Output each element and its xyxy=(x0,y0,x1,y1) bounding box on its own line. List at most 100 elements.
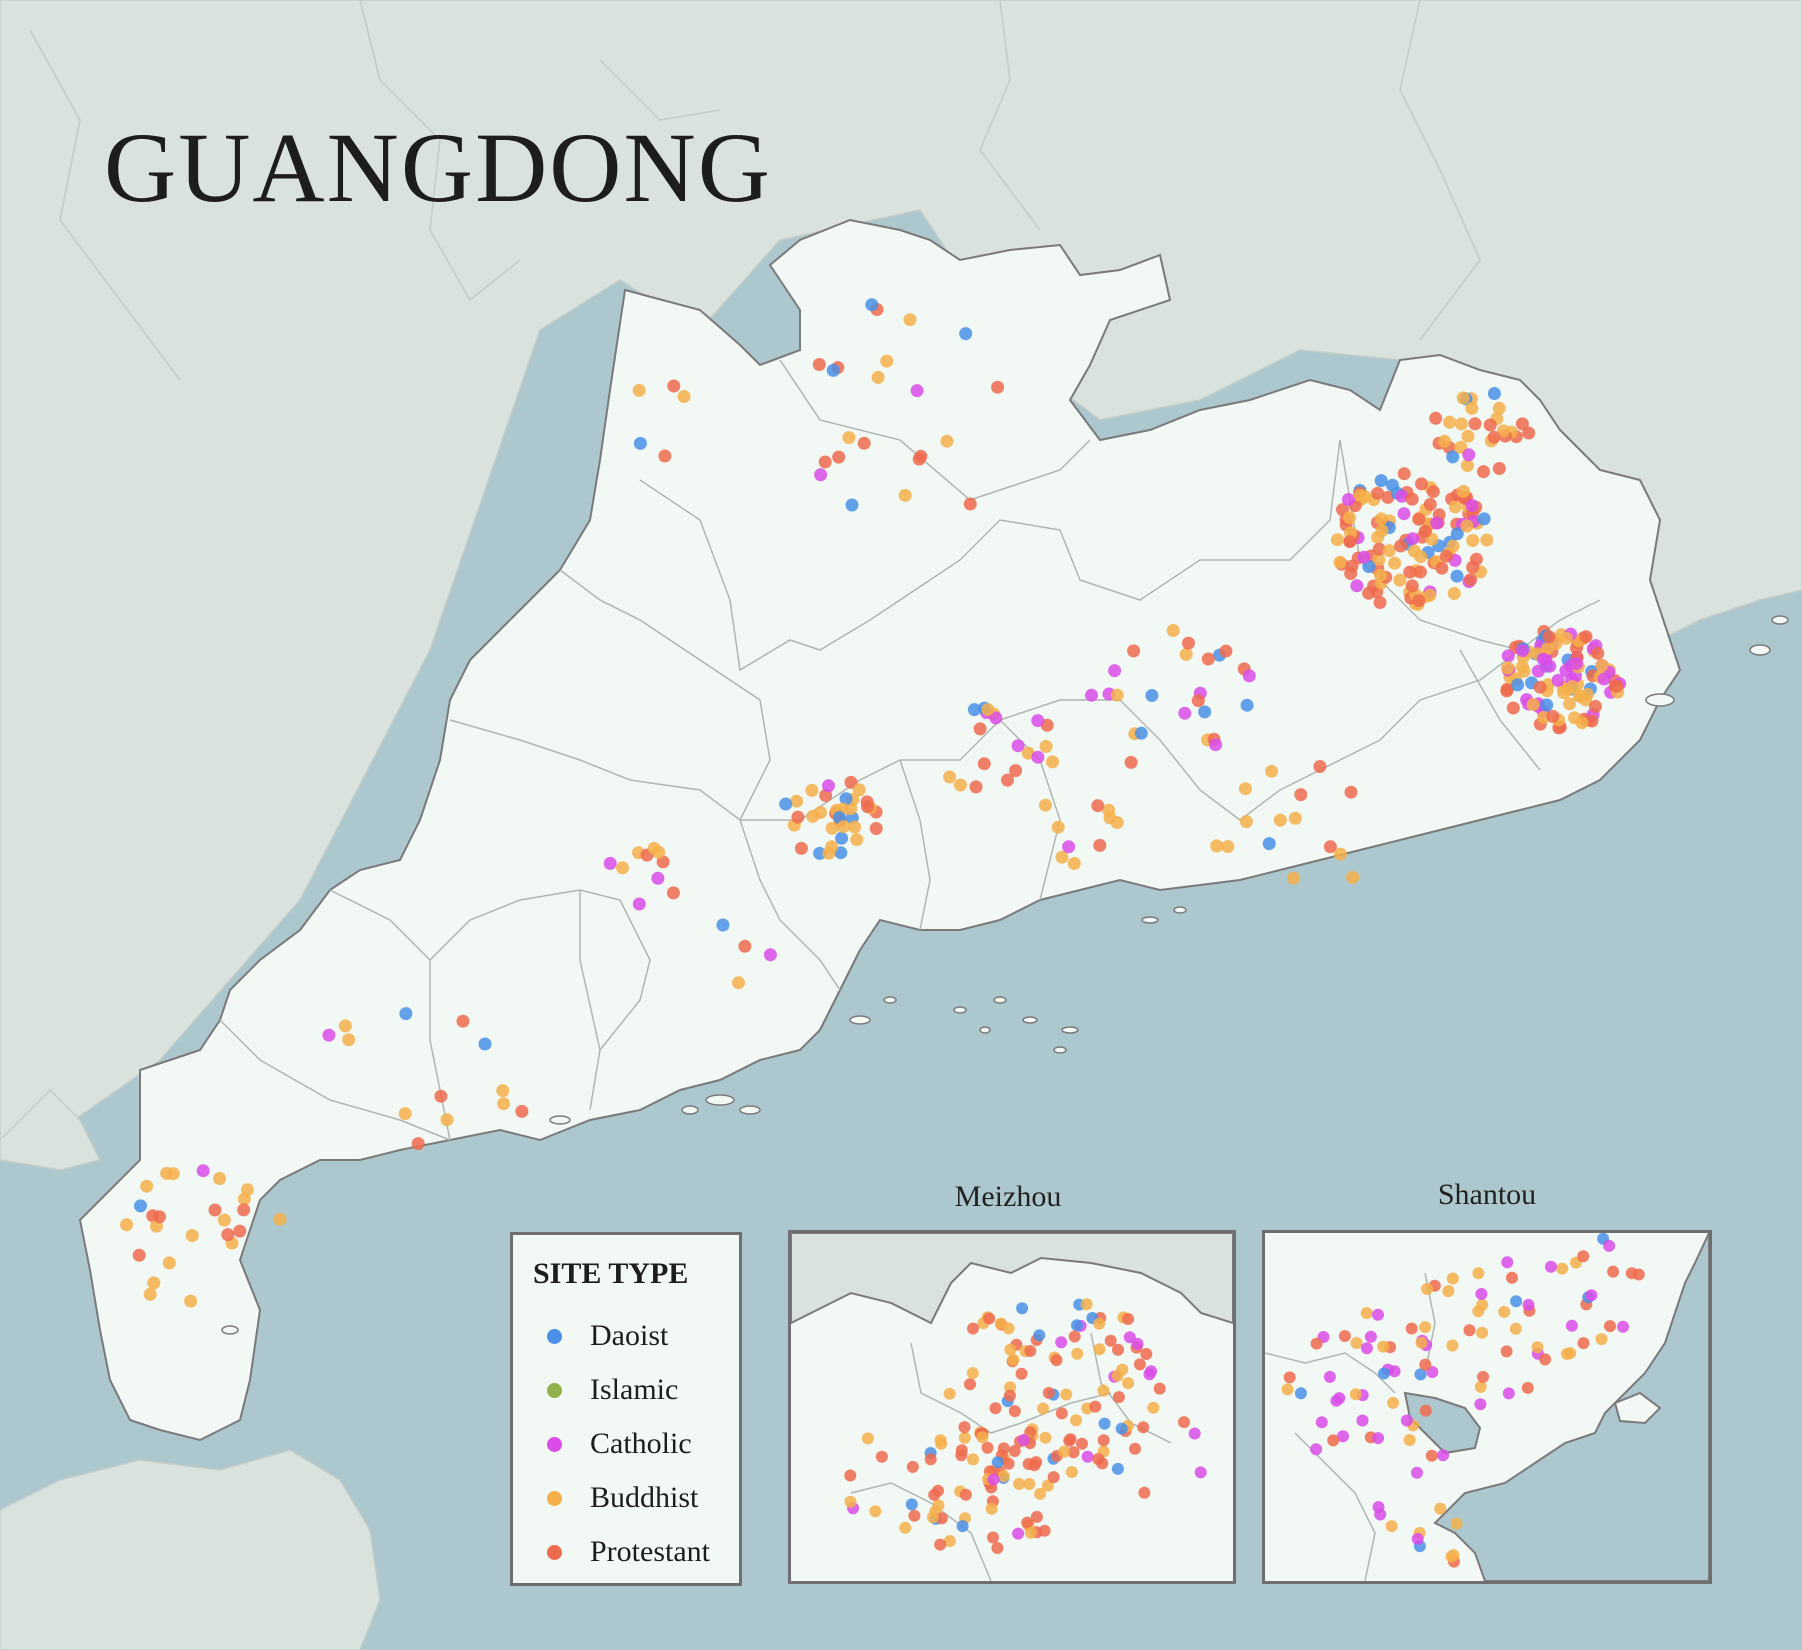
site-marker xyxy=(1492,462,1506,475)
site-marker xyxy=(1579,630,1593,644)
site-marker xyxy=(1110,688,1124,702)
site-marker xyxy=(1405,492,1419,506)
site-marker xyxy=(1551,673,1565,687)
site-marker xyxy=(1610,679,1624,693)
site-marker xyxy=(1446,1272,1459,1285)
site-marker xyxy=(985,1502,998,1515)
site-marker xyxy=(1122,1313,1135,1325)
site-marker xyxy=(399,1007,413,1021)
catholic-swatch xyxy=(547,1436,562,1452)
site-marker xyxy=(976,1431,989,1444)
site-marker xyxy=(1502,1387,1515,1400)
site-marker xyxy=(1346,871,1360,884)
site-marker xyxy=(1462,448,1476,462)
site-marker xyxy=(1446,1339,1459,1352)
site-markers xyxy=(120,298,1627,1308)
site-marker xyxy=(991,1456,1004,1469)
site-marker xyxy=(496,1084,510,1098)
site-marker xyxy=(1210,839,1224,853)
site-marker xyxy=(1349,1388,1362,1401)
site-marker xyxy=(1466,534,1480,547)
site-marker xyxy=(1450,569,1464,583)
site-marker xyxy=(1364,1330,1377,1343)
site-marker xyxy=(1330,533,1344,547)
site-marker xyxy=(1178,1416,1190,1429)
site-marker xyxy=(791,810,805,824)
site-marker xyxy=(1411,1532,1424,1545)
site-marker xyxy=(1294,1387,1307,1400)
site-marker xyxy=(973,722,987,736)
site-marker xyxy=(924,1453,937,1466)
site-marker xyxy=(822,779,835,793)
site-marker xyxy=(958,1421,971,1434)
site-marker xyxy=(861,1432,874,1445)
site-marker xyxy=(1450,1517,1463,1530)
site-marker xyxy=(1461,429,1475,443)
site-marker xyxy=(977,757,991,771)
site-marker xyxy=(1287,871,1301,885)
site-marker xyxy=(1426,485,1440,499)
site-marker xyxy=(632,383,646,397)
site-marker xyxy=(835,831,849,845)
site-marker xyxy=(1397,467,1411,481)
inset-meizhou-markers xyxy=(844,1298,1207,1554)
site-marker xyxy=(969,780,983,794)
site-marker xyxy=(143,1287,157,1301)
site-marker xyxy=(1455,417,1468,431)
site-marker xyxy=(1442,1285,1455,1298)
site-marker xyxy=(1466,560,1480,574)
site-marker xyxy=(1098,1417,1111,1430)
site-marker xyxy=(1091,799,1105,813)
site-marker xyxy=(1093,1317,1106,1330)
site-marker xyxy=(1209,738,1223,752)
site-marker xyxy=(1194,1466,1207,1479)
site-marker xyxy=(1411,1466,1423,1479)
site-marker xyxy=(184,1294,198,1308)
site-marker xyxy=(898,488,912,502)
site-marker xyxy=(1559,631,1573,645)
site-marker xyxy=(1080,1298,1093,1311)
site-marker xyxy=(1477,465,1490,479)
site-marker xyxy=(1374,474,1388,488)
site-marker xyxy=(1483,418,1497,432)
site-marker xyxy=(958,1431,971,1444)
site-marker xyxy=(1219,644,1233,658)
site-marker xyxy=(1221,840,1235,854)
legend-item-catholic: Catholic xyxy=(533,1417,719,1471)
site-marker xyxy=(1412,512,1426,526)
site-marker xyxy=(1310,1443,1323,1456)
site-marker xyxy=(964,1378,976,1391)
site-marker xyxy=(1023,1478,1036,1490)
site-marker xyxy=(1607,1265,1620,1278)
site-marker xyxy=(738,939,752,953)
site-marker xyxy=(434,1089,448,1103)
site-marker xyxy=(1134,726,1148,740)
site-marker xyxy=(1003,1389,1016,1402)
buddhist-swatch xyxy=(547,1490,562,1506)
site-marker xyxy=(959,327,973,341)
site-marker xyxy=(1501,649,1515,663)
site-marker xyxy=(1423,497,1437,511)
site-marker xyxy=(1430,516,1444,530)
site-marker xyxy=(1350,1337,1363,1349)
site-marker xyxy=(1446,539,1460,553)
site-marker xyxy=(632,897,646,911)
site-marker xyxy=(1016,1302,1029,1315)
site-marker xyxy=(875,1450,888,1463)
site-marker xyxy=(908,1509,921,1522)
site-marker xyxy=(1001,773,1014,787)
site-marker xyxy=(1108,664,1122,678)
site-marker xyxy=(1418,524,1432,538)
site-marker xyxy=(1472,1305,1485,1318)
site-marker xyxy=(1460,519,1474,533)
site-marker xyxy=(1511,678,1525,692)
site-marker xyxy=(1055,1336,1068,1349)
site-marker xyxy=(497,1097,511,1111)
site-marker xyxy=(1521,1381,1534,1394)
site-marker xyxy=(1145,689,1159,702)
site-marker xyxy=(1115,1422,1128,1435)
site-marker xyxy=(966,1367,979,1380)
neighbor-boundaries xyxy=(29,0,1481,381)
site-marker xyxy=(1145,1365,1158,1378)
